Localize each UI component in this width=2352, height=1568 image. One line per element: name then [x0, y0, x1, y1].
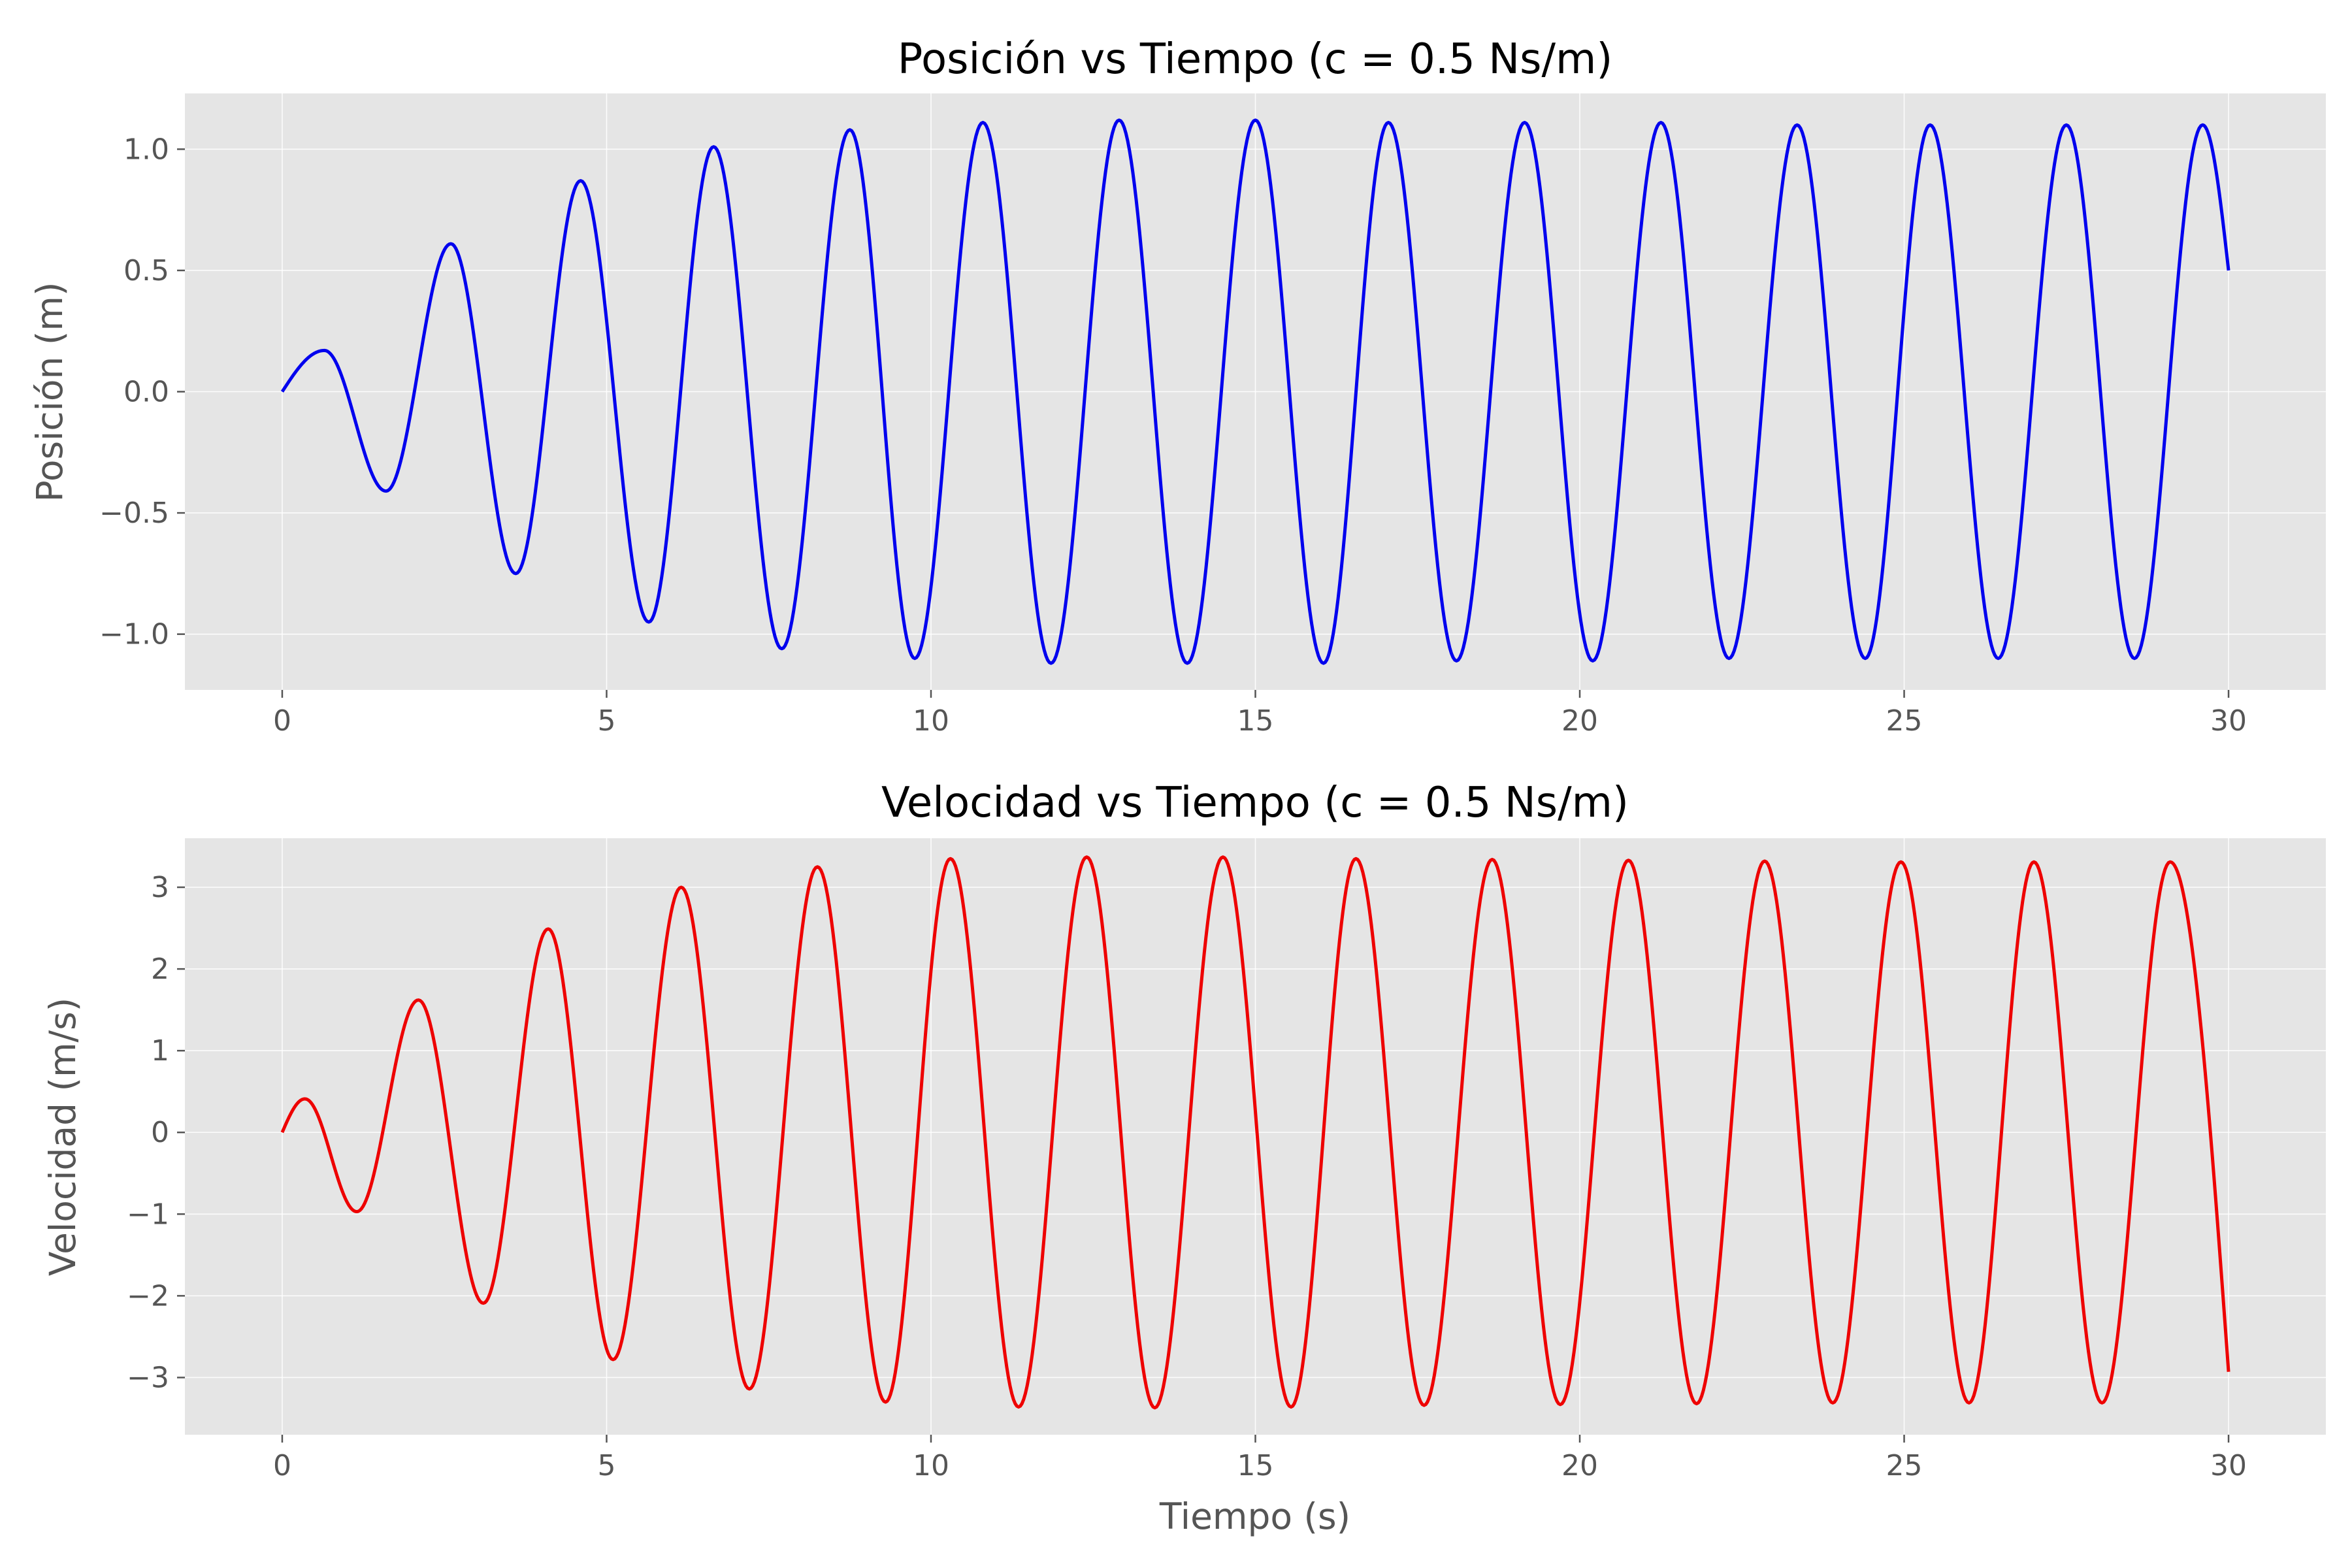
y-tick-label: −1: [127, 1198, 169, 1231]
velocity-grid: [185, 838, 2326, 1435]
y-tick-label: −3: [127, 1361, 169, 1394]
velocity-x-axis-label: Tiempo (s): [1159, 1495, 1350, 1537]
x-tick-label: 15: [1237, 704, 1274, 738]
position-ticks: 0 5 10 15 20 25 30 −1.0 −0.5 0.0 0.5 1.0: [99, 133, 2247, 738]
x-tick-label: 20: [1561, 704, 1598, 738]
y-tick-label: 1: [151, 1034, 169, 1068]
position-series-line: [280, 118, 2230, 665]
x-tick-label: 0: [273, 1449, 291, 1482]
y-tick-label: 0: [151, 1116, 169, 1149]
y-tick-label: 0.0: [123, 376, 169, 409]
y-tick-label: 2: [151, 953, 169, 986]
velocity-series-line: [280, 855, 2230, 1410]
y-tick-label: 0.5: [123, 254, 169, 287]
x-tick-label: 10: [913, 1449, 949, 1482]
velocity-y-axis-label: Velocidad (m/s): [42, 998, 84, 1276]
velocity-chart-title: Velocidad vs Tiempo (c = 0.5 Ns/m): [881, 779, 1629, 827]
x-tick-label: 30: [2210, 704, 2247, 738]
y-tick-label: 3: [151, 871, 169, 904]
x-tick-label: 0: [273, 704, 291, 738]
position-chart-title: Posición vs Tiempo (c = 0.5 Ns/m): [898, 35, 1613, 84]
x-tick-label: 5: [597, 1449, 615, 1482]
x-tick-label: 25: [1886, 704, 1923, 738]
y-tick-label: −2: [127, 1279, 169, 1313]
y-tick-label: −1.0: [99, 618, 169, 651]
position-grid: [185, 93, 2326, 690]
x-tick-label: 10: [913, 704, 949, 738]
x-tick-label: 5: [597, 704, 615, 738]
x-tick-label: 25: [1886, 1449, 1923, 1482]
x-tick-label: 30: [2210, 1449, 2247, 1482]
position-y-axis-label: Posición (m): [29, 282, 71, 502]
x-tick-label: 20: [1561, 1449, 1598, 1482]
y-tick-label: −0.5: [99, 497, 169, 530]
y-tick-label: 1.0: [123, 133, 169, 166]
x-tick-label: 15: [1237, 1449, 1274, 1482]
position-chart: 0 5 10 15 20 25 30 −1.0 −0.5 0.0 0.5 1.0 Posición v…: [29, 35, 2326, 738]
velocity-ticks: 0 5 10 15 20 25 30 −3 −2 −1 0 1 2 3: [127, 871, 2247, 1482]
velocity-chart: 0 5 10 15 20 25 30 −3 −2 −1 0 1 2 3 Velocidad vs Tiem…: [42, 779, 2326, 1537]
